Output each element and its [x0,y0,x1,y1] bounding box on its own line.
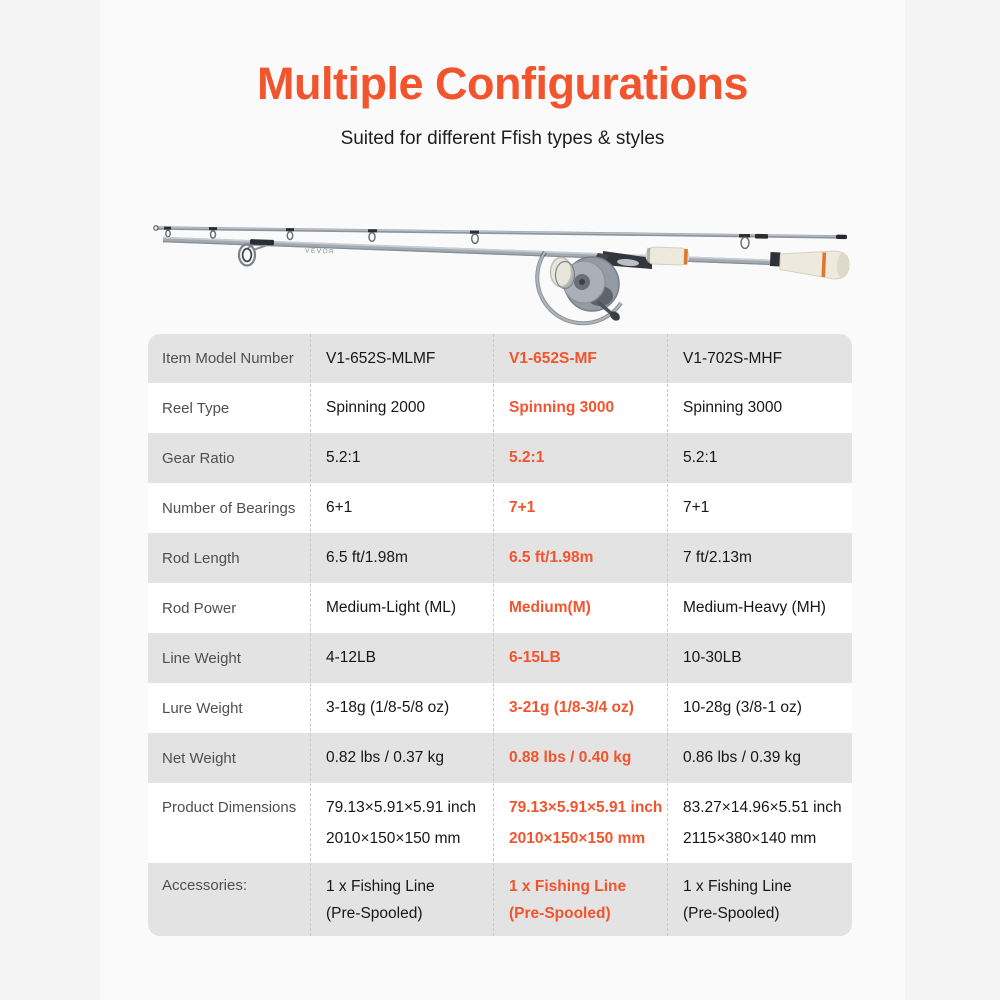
spec-comparison-table: Item Model Number V1-652S-MLMF V1-652S-M… [148,334,852,936]
rod-guides [164,226,750,250]
cell-value: 6-15LB [509,649,561,666]
cell-value: 7+1 [509,499,536,516]
row-label: Reel Type [162,399,230,417]
row-label: Accessories: [162,877,248,894]
cell-value: Spinning 2000 [326,399,426,416]
rear-grip [769,250,850,280]
cell-value: 79.13×5.91×5.91 inch 2010×150×150 mm [509,799,663,847]
cell-value: 5.2:1 [509,449,545,466]
table-row-gear-ratio: Gear Ratio 5.2:1 5.2:1 5.2:1 [148,433,852,483]
row-label: Product Dimensions [162,799,297,816]
table-row-rod-length: Rod Length 6.5 ft/1.98m 6.5 ft/1.98m 7 f… [148,533,852,583]
cell-value: 6.5 ft/1.98m [326,549,408,566]
rod-butt-section: VEVOR [162,236,791,267]
table-row-rod-power: Rod Power Medium-Light (ML) Medium(M) Me… [148,583,852,633]
table-header-row: Item Model Number V1-652S-MLMF V1-652S-M… [148,334,852,383]
cell-value: Medium(M) [509,599,591,616]
stripper-guide [237,239,275,267]
cell-value: Spinning 3000 [683,399,783,416]
content-column: Multiple Configurations Suited for diffe… [100,0,905,1000]
table-row-line-weight: Line Weight 4-12LB 6-15LB 10-30LB [148,633,852,683]
page-title: Multiple Configurations [257,58,748,109]
cell-value: 3-18g (1/8-5/8 oz) [326,699,450,716]
cell-value: 0.82 lbs / 0.37 kg [326,749,445,766]
cell-value: 7+1 [683,499,710,516]
row-label: Rod Power [162,599,237,617]
cell-value: Medium-Heavy (MH) [683,599,826,616]
cell-value: 79.13×5.91×5.91 inch 2010×150×150 mm [326,799,476,847]
row-label: Rod Length [162,549,240,567]
cell-value: 10-30LB [683,649,742,666]
rod-tip-section [153,225,848,250]
cell-value: 1 x Fishing Line (Pre-Spooled) [326,877,435,922]
row-label: Item Model Number [162,350,294,367]
cell-value: 0.88 lbs / 0.40 kg [509,749,632,766]
cell-value: 3-21g (1/8-3/4 oz) [509,699,634,716]
table-row-net-weight: Net Weight 0.82 lbs / 0.37 kg 0.88 lbs /… [148,733,852,783]
table-row-reel-type: Reel Type Spinning 2000 Spinning 3000 Sp… [148,383,852,433]
cell-value: 5.2:1 [683,449,718,466]
cell-value: 5.2:1 [326,449,361,466]
cell-value: 6.5 ft/1.98m [509,549,594,566]
cell-value: 10-28g (3/8-1 oz) [683,699,802,716]
model-column-1: V1-652S-MLMF [326,349,436,367]
model-column-3: V1-702S-MHF [683,349,783,367]
rod-brand-marking: VEVOR [305,248,336,256]
reel-handle [596,300,614,316]
cell-value: 0.86 lbs / 0.39 kg [683,749,802,766]
row-label: Net Weight [162,749,236,767]
page-subtitle: Suited for different Ffish types & style… [340,128,665,149]
table-row-lure-weight: Lure Weight 3-18g (1/8-5/8 oz) 3-21g (1/… [148,683,852,733]
fishing-rod-reel-illustration: VEVOR [153,225,850,326]
cell-value: Medium-Light (ML) [326,599,457,616]
row-label: Number of Bearings [162,499,296,517]
row-label: Gear Ratio [162,449,235,467]
row-label: Line Weight [162,649,241,667]
row-label: Lure Weight [162,699,243,717]
orange-accent-ring [683,248,688,265]
orange-accent-ring [821,252,827,278]
foregrip [645,246,690,266]
model-column-2: V1-652S-MF [509,349,597,367]
table-row-accessories: Accessories: 1 x Fishing Line (Pre-Spool… [148,863,852,936]
cell-value: 83.27×14.96×5.51 inch 2115×380×140 mm [683,799,842,847]
cell-value: 1 x Fishing Line (Pre-Spooled) [683,877,792,922]
cell-value: 6+1 [326,499,353,516]
table-row-bearings: Number of Bearings 6+1 7+1 7+1 [148,483,852,533]
table-row-dimensions: Product Dimensions 79.13×5.91×5.91 inch … [148,783,852,863]
cell-value: 4-12LB [326,649,376,666]
cell-value: 7 ft/2.13m [683,549,752,566]
cell-value: Spinning 3000 [509,399,615,416]
spinning-reel [535,250,652,326]
cell-value: 1 x Fishing Line (Pre-Spooled) [509,877,627,922]
